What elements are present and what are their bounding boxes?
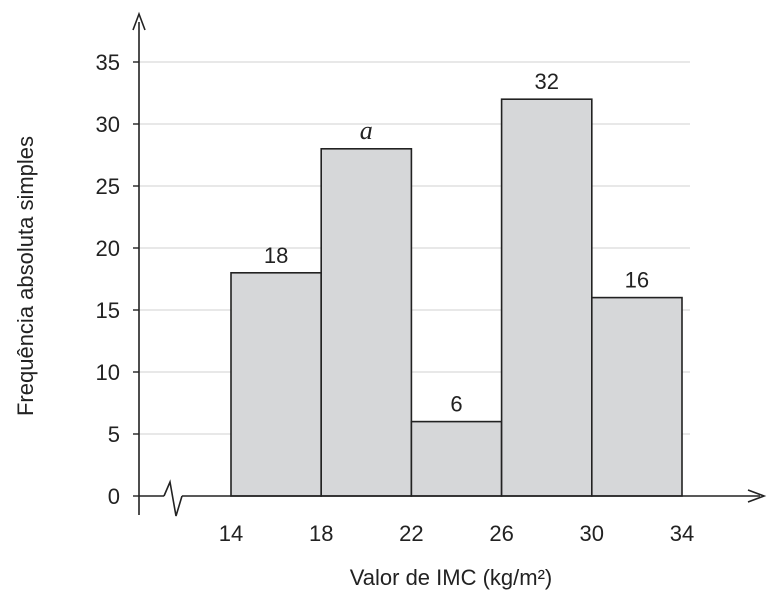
x-tick-label-14: 14 bbox=[219, 521, 243, 546]
y-tick-label-25: 25 bbox=[96, 174, 120, 199]
x-tick-label-30: 30 bbox=[580, 521, 604, 546]
bar-label-26-30: 32 bbox=[534, 69, 558, 94]
y-axis-arrow-icon bbox=[132, 11, 146, 31]
y-tick-label-5: 5 bbox=[108, 422, 120, 447]
bar-14-18 bbox=[230, 271, 322, 497]
bar-18-22 bbox=[320, 148, 413, 497]
bars bbox=[230, 98, 683, 497]
bar-30-34 bbox=[590, 296, 683, 497]
x-tick-label-22: 22 bbox=[399, 521, 423, 546]
y-tick-label-30: 30 bbox=[96, 112, 120, 137]
bar-label-18-22: a bbox=[360, 116, 373, 145]
y-ticks: 0 5 10 15 20 25 30 35 bbox=[96, 50, 139, 509]
bar-26-30 bbox=[500, 98, 593, 497]
bar-22-26 bbox=[410, 420, 503, 497]
y-tick-label-35: 35 bbox=[96, 50, 120, 75]
y-tick-label-20: 20 bbox=[96, 236, 120, 261]
y-tick-label-10: 10 bbox=[96, 360, 120, 385]
x-axis-arrow-icon bbox=[747, 489, 767, 503]
x-tick-label-18: 18 bbox=[309, 521, 333, 546]
axis-break-icon bbox=[163, 479, 183, 517]
x-axis-title: Valor de IMC (kg/m²) bbox=[350, 565, 553, 590]
x-tick-label-26: 26 bbox=[489, 521, 513, 546]
y-axis-title: Frequência absoluta simples bbox=[13, 136, 38, 416]
y-tick-label-0: 0 bbox=[108, 484, 120, 509]
y-tick-label-15: 15 bbox=[96, 298, 120, 323]
axes bbox=[132, 11, 767, 517]
x-ticks: 14 18 22 26 30 34 bbox=[219, 521, 694, 546]
bar-label-30-34: 16 bbox=[625, 268, 649, 293]
bar-label-14-18: 18 bbox=[264, 243, 288, 268]
x-tick-label-34: 34 bbox=[670, 521, 694, 546]
bar-label-22-26: 6 bbox=[450, 392, 462, 417]
bar-labels: 18 a 6 32 16 bbox=[264, 69, 649, 416]
